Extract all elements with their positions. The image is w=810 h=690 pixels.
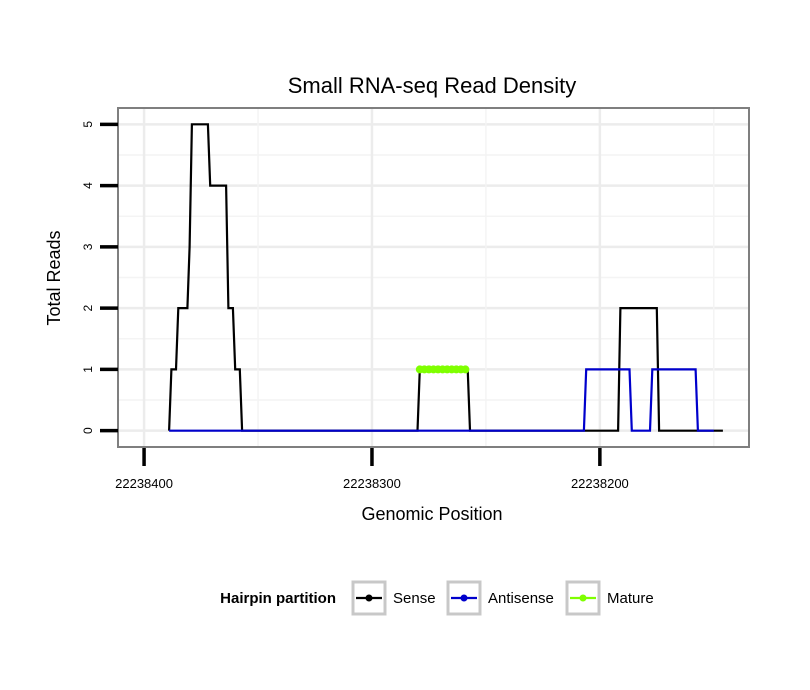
series-sense (168, 123, 723, 432)
x-axis: 22238400 22238300 22238200 (115, 448, 629, 491)
data-point (461, 365, 470, 374)
chart-title: Small RNA-seq Read Density (288, 73, 577, 98)
legend-item-antisense: Antisense (446, 580, 554, 616)
legend: Hairpin partition Sense Antisense Mature (220, 580, 654, 616)
legend-item-sense: Sense (351, 580, 436, 616)
series-line (168, 123, 723, 432)
legend-label: Sense (393, 590, 436, 607)
series-mature (415, 365, 470, 374)
y-tick-label: 3 (81, 243, 95, 250)
legend-key-point (365, 594, 373, 602)
x-tick-label: 22238300 (343, 476, 401, 491)
series-layer (168, 123, 723, 432)
legend-key-point (460, 594, 468, 602)
legend-key-point (579, 594, 587, 602)
x-axis-label: Genomic Position (361, 504, 502, 524)
series-line (169, 368, 714, 432)
x-tick-label: 22238200 (571, 476, 629, 491)
y-tick-label: 1 (81, 366, 95, 373)
y-tick-label: 4 (81, 182, 95, 189)
legend-title: Hairpin partition (220, 590, 336, 607)
plot-frame (117, 107, 750, 448)
y-tick-label: 2 (81, 304, 95, 311)
y-axis-label: Total Reads (44, 230, 64, 325)
legend-items: Sense Antisense Mature (351, 580, 654, 616)
y-axis: 0 1 2 3 4 5 (81, 121, 118, 434)
legend-item-mature: Mature (565, 580, 654, 616)
series-antisense (169, 368, 714, 432)
legend-label: Mature (607, 590, 654, 607)
y-tick-label: 0 (81, 427, 95, 434)
y-tick-label: 5 (81, 121, 95, 128)
x-tick-label: 22238400 (115, 476, 173, 491)
legend-label: Antisense (488, 590, 554, 607)
